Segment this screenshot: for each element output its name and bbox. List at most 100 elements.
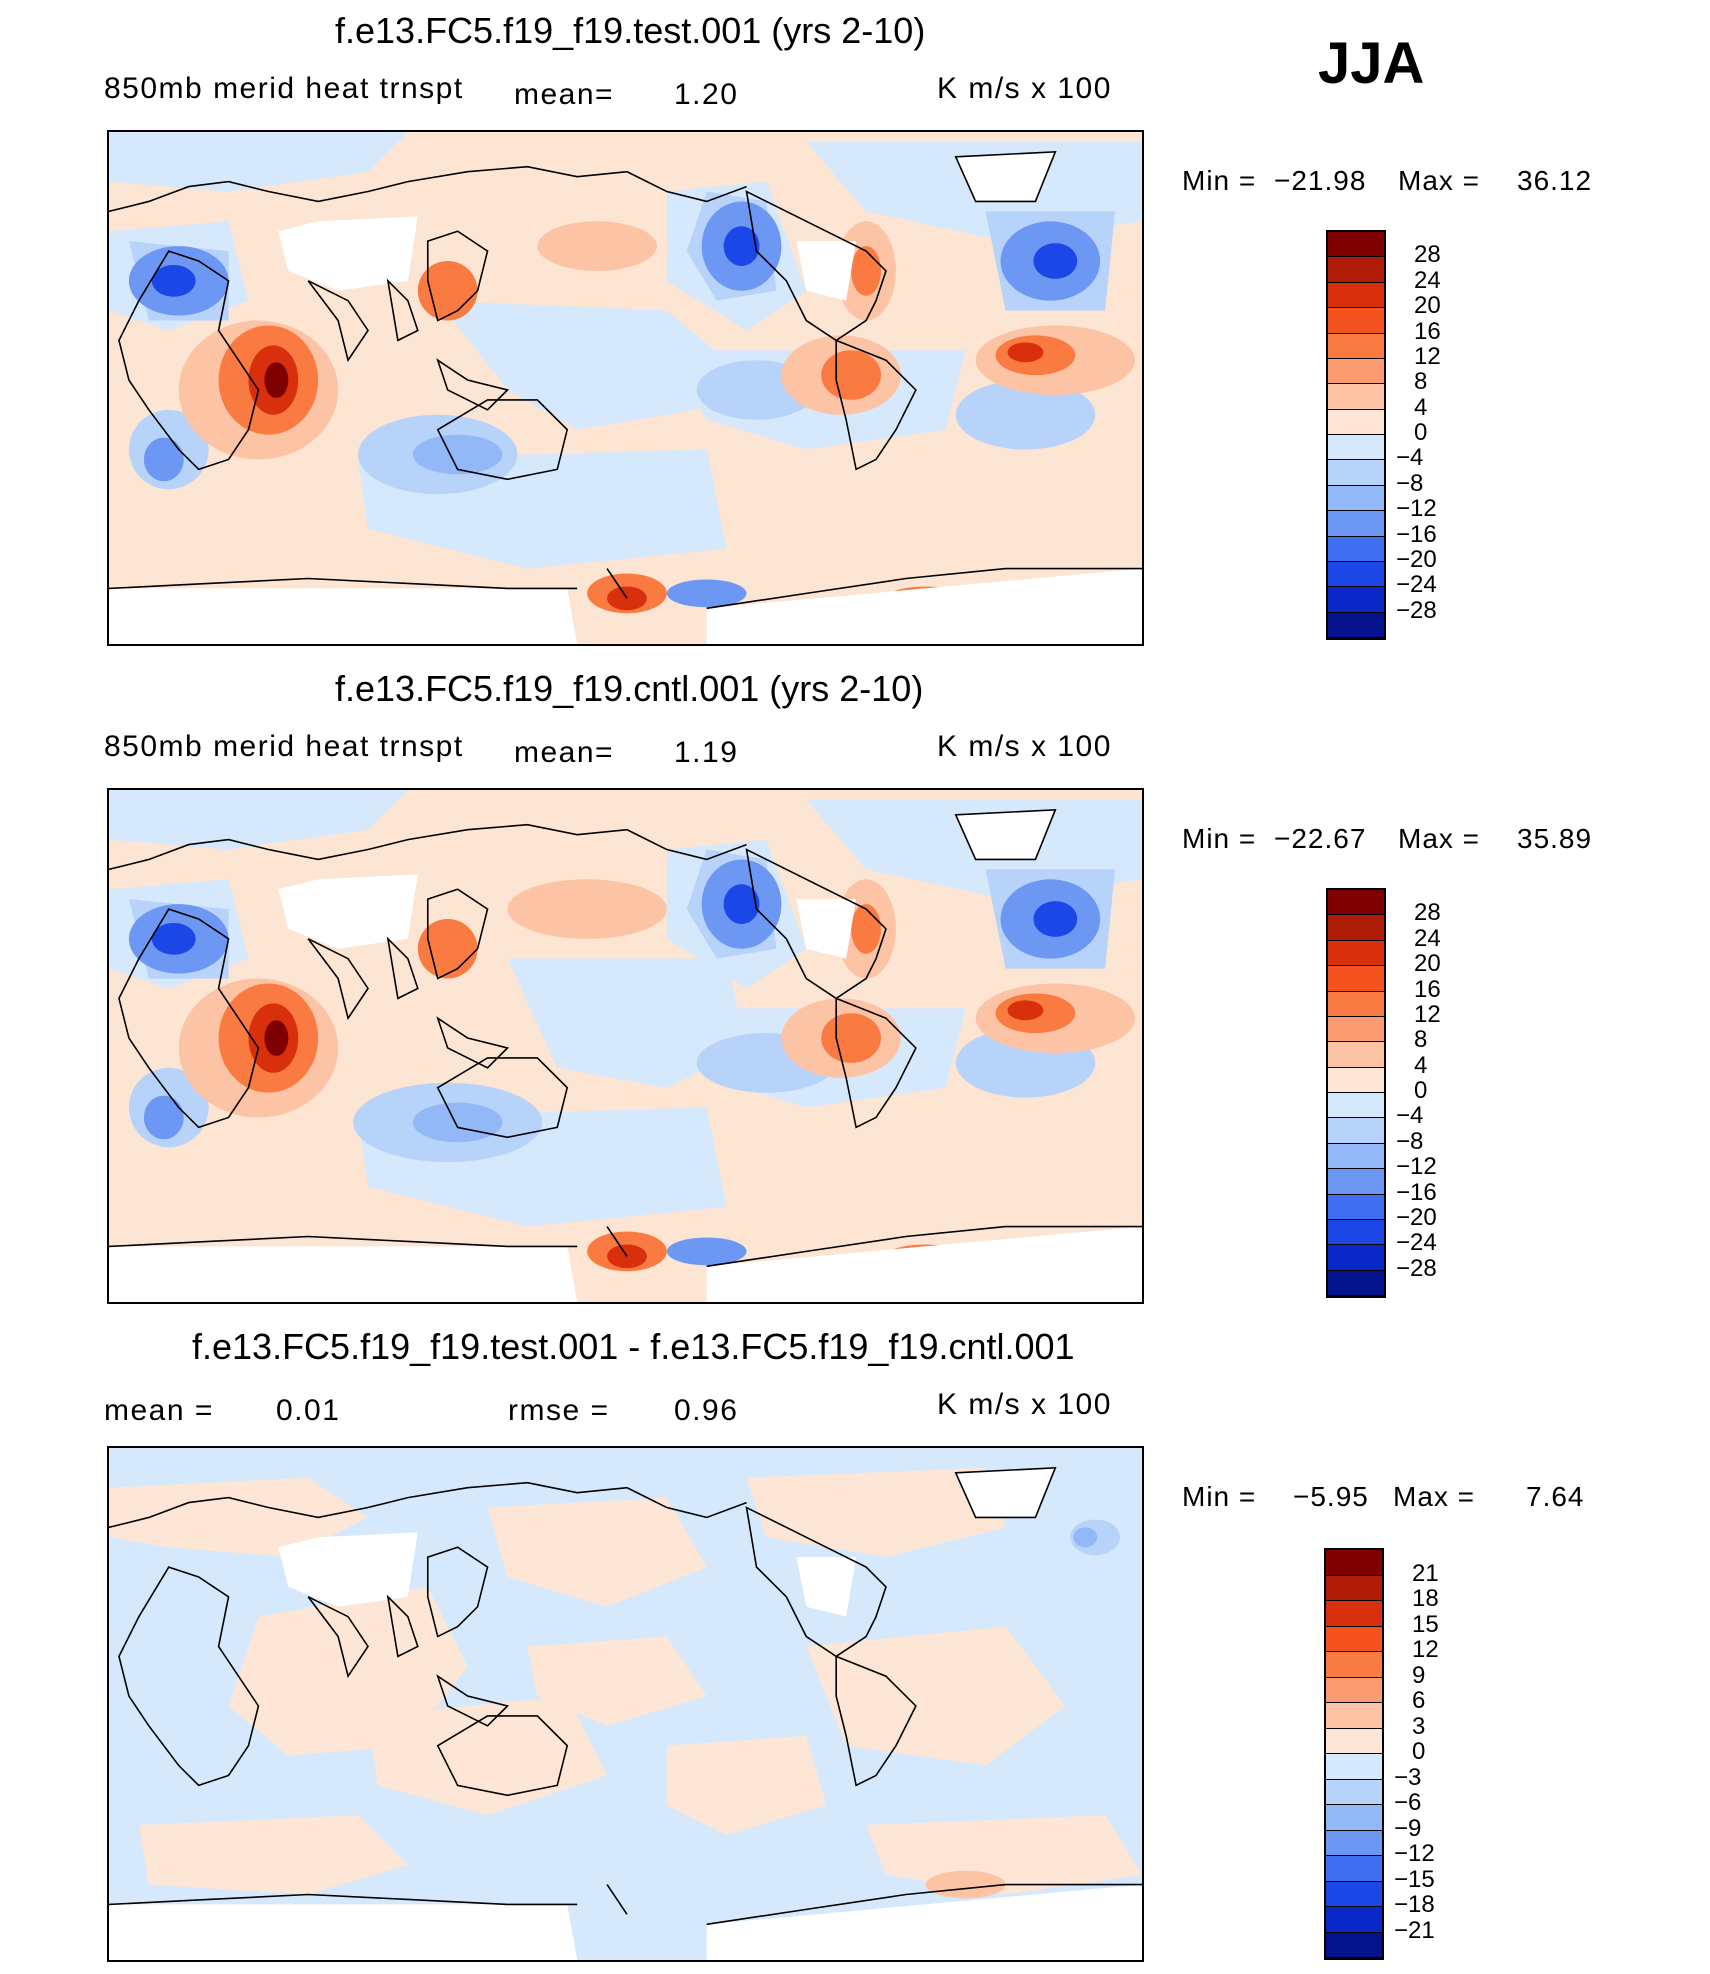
colorbar-segment <box>1326 1779 1382 1805</box>
panel-test-colorbar <box>1326 230 1386 640</box>
colorbar-tick-label: 8 <box>1414 368 1428 396</box>
colorbar-segment <box>1328 460 1384 486</box>
colorbar-tick-label: −21 <box>1394 1916 1435 1944</box>
panel-test-max-value: 36.12 <box>1517 165 1593 196</box>
colorbar-tick-label: 12 <box>1414 1000 1441 1028</box>
colorbar-segment <box>1328 1270 1384 1296</box>
panel-cntl-mean-value: 1.19 <box>674 736 739 769</box>
panel-test-coastlines <box>109 150 1142 610</box>
colorbar-tick-label: −24 <box>1396 1229 1437 1257</box>
colorbar-segment <box>1328 358 1384 385</box>
colorbar-segment <box>1328 1245 1384 1271</box>
colorbar-segment <box>1328 966 1384 992</box>
colorbar-segment <box>1326 1932 1382 1958</box>
panel-test-min-value: −21.98 <box>1274 165 1367 196</box>
colorbar-tick-label: 24 <box>1414 924 1441 952</box>
panel-cntl-min-value: −22.67 <box>1274 823 1367 854</box>
panel-cntl-mean-label: mean= <box>514 736 615 769</box>
colorbar-segment <box>1326 1626 1382 1652</box>
colorbar-tick-label: −12 <box>1396 495 1437 523</box>
panel-test-contour-map <box>109 132 1142 644</box>
colorbar-segment <box>1328 1169 1384 1195</box>
panel-cntl-contour-fills <box>109 790 1142 1302</box>
colorbar-tick-label: −16 <box>1396 520 1437 548</box>
colorbar-segment <box>1328 1067 1384 1093</box>
colorbar-tick-label: −24 <box>1396 571 1437 599</box>
panel-diff-max-value: 7.64 <box>1526 1481 1585 1512</box>
panel-diff-title: f.e13.FC5.f19_f19.test.001 - f.e13.FC5.f… <box>192 1326 1075 1367</box>
season-label: JJA <box>1318 31 1425 96</box>
colorbar-tick-label: 21 <box>1412 1559 1439 1587</box>
panel-diff-coastlines <box>109 1466 1142 1926</box>
colorbar-tick-label: 16 <box>1414 975 1441 1003</box>
colorbar-tick-label: −16 <box>1396 1178 1437 1206</box>
panel-cntl-max-label: Max = <box>1398 823 1481 854</box>
colorbar-segment <box>1328 536 1384 562</box>
colorbar-tick-label: −18 <box>1394 1891 1435 1918</box>
colorbar-tick-label: 4 <box>1414 1051 1428 1079</box>
colorbar-segment <box>1328 1042 1384 1068</box>
panel-diff-contour-map <box>109 1466 1142 1960</box>
colorbar-tick-label: −12 <box>1396 1153 1437 1181</box>
colorbar-segment <box>1328 384 1384 410</box>
colorbar-segment <box>1328 1016 1384 1043</box>
colorbar-segment <box>1328 612 1384 638</box>
colorbar-segment <box>1326 1550 1382 1576</box>
panel-diff-min-label: Min = <box>1182 1481 1257 1512</box>
colorbar-segment <box>1326 1652 1382 1678</box>
colorbar-segment <box>1328 435 1384 461</box>
panel-cntl-map <box>107 788 1144 1304</box>
colorbar-tick-label: −8 <box>1396 469 1424 497</box>
colorbar-segment <box>1326 1601 1382 1627</box>
colorbar-segment <box>1328 232 1384 258</box>
colorbar-tick-label: −15 <box>1394 1865 1435 1893</box>
colorbar-segment <box>1328 282 1384 309</box>
panel-diff-units: K m/s x 100 <box>937 1388 1112 1421</box>
colorbar-segment <box>1328 1194 1384 1220</box>
panel-diff-rmse-label: rmse = <box>508 1394 610 1427</box>
colorbar-segment <box>1328 257 1384 283</box>
colorbar-tick-label: −8 <box>1396 1127 1424 1155</box>
panel-diff-rmse-value: 0.96 <box>674 1394 739 1427</box>
colorbar-tick-label: 4 <box>1414 393 1428 421</box>
colorbar-tick-label: −28 <box>1396 1254 1437 1282</box>
colorbar-tick-label: −3 <box>1394 1763 1422 1791</box>
panel-cntl-max-value: 35.89 <box>1517 823 1593 854</box>
panel-diff-colorbar <box>1324 1548 1384 1960</box>
panel-diff-mean-value: 0.01 <box>276 1394 341 1427</box>
panel-test-mean-value: 1.20 <box>674 78 739 111</box>
colorbar-tick-label: 15 <box>1412 1610 1439 1638</box>
colorbar-tick-label: −12 <box>1394 1840 1435 1867</box>
colorbar-tick-label: 28 <box>1414 899 1441 927</box>
colorbar-segment <box>1326 1907 1382 1933</box>
panel-test-contour-fills <box>109 132 1142 644</box>
panel-cntl-units: K m/s x 100 <box>937 730 1112 763</box>
panel-test-map <box>107 130 1144 646</box>
colorbar-tick-label: 0 <box>1414 1077 1428 1104</box>
colorbar-segment <box>1328 561 1384 588</box>
colorbar-segment <box>1328 308 1384 334</box>
colorbar-tick-label: 8 <box>1414 1026 1428 1054</box>
colorbar-segment <box>1328 1219 1384 1246</box>
colorbar-tick-label: 9 <box>1412 1661 1426 1689</box>
colorbar-tick-label: −28 <box>1396 596 1437 624</box>
colorbar-segment <box>1326 1881 1382 1907</box>
colorbar-tick-label: 18 <box>1412 1585 1439 1612</box>
colorbar-tick-label: −20 <box>1396 545 1437 573</box>
panel-cntl-colorbar <box>1326 888 1386 1298</box>
colorbar-segment <box>1328 991 1384 1017</box>
panel-diff-max-label: Max = <box>1393 1481 1476 1512</box>
colorbar-tick-label: 12 <box>1414 342 1441 370</box>
colorbar-segment <box>1328 1118 1384 1144</box>
colorbar-segment <box>1326 1830 1382 1856</box>
colorbar-tick-label: −9 <box>1394 1814 1422 1842</box>
colorbar-segment <box>1328 940 1384 967</box>
colorbar-tick-label: −4 <box>1396 1102 1424 1130</box>
colorbar-tick-label: 3 <box>1412 1712 1426 1740</box>
colorbar-segment <box>1328 333 1384 359</box>
colorbar-segment <box>1328 511 1384 537</box>
colorbar-segment <box>1326 1575 1382 1601</box>
colorbar-tick-label: 12 <box>1412 1636 1439 1663</box>
colorbar-segment <box>1326 1754 1382 1780</box>
colorbar-segment <box>1326 1677 1382 1703</box>
